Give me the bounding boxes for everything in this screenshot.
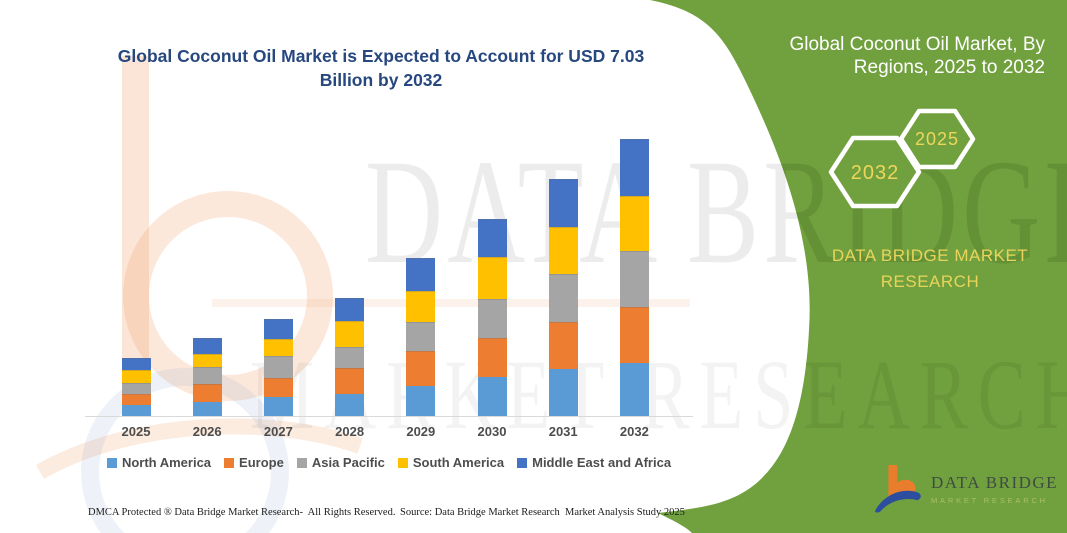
bar-segment <box>477 338 507 378</box>
bar-segment <box>335 298 365 321</box>
bar-segment <box>335 394 365 416</box>
x-axis-label: 2029 <box>406 424 436 439</box>
logo-tagline: MARKET RESEARCH <box>931 496 1048 505</box>
legend-swatch <box>517 457 528 468</box>
data-bridge-logo: DATA BRIDGE MARKET RESEARCH <box>874 460 1058 518</box>
bar-segment <box>619 250 649 307</box>
bar-segment <box>548 369 578 416</box>
bar-segment <box>121 370 151 383</box>
hexagon-2025 <box>898 108 976 170</box>
brand-text-line1: DATA BRIDGE MARKET <box>831 246 1029 265</box>
bar-segment <box>477 299 507 339</box>
bar-segment <box>406 321 436 352</box>
hexagon-2032-label: 2032 <box>851 162 900 184</box>
bar-segment <box>121 393 151 405</box>
logo-text: DATA BRIDGE MARKET RESEARCH <box>931 473 1058 505</box>
hexagon-2025-label: 2025 <box>915 129 959 149</box>
bar-2025 <box>121 357 151 416</box>
bar-segment <box>548 179 578 227</box>
brand-text-line2: RESEARCH <box>880 272 980 291</box>
chart-title-line1: Global Coconut Oil Market is Expected to… <box>117 46 645 66</box>
year-hexagons: 2032 2025 <box>828 108 976 209</box>
bar-segment <box>548 322 578 370</box>
bar-segment <box>335 346 365 368</box>
legend-label: South America <box>412 455 505 470</box>
source-note: Source: Data Bridge Market Research Mark… <box>400 507 685 518</box>
bar-2031 <box>548 179 578 416</box>
x-axis-label: 2028 <box>335 424 365 439</box>
bar-segment <box>121 357 151 371</box>
bar-segment <box>263 318 293 340</box>
legend-item: South America <box>397 455 505 470</box>
hexagon-2032 <box>828 135 922 209</box>
legend-label: Middle East and Africa <box>532 455 672 470</box>
bar-segment <box>548 274 578 323</box>
brand-text: DATA BRIDGE MARKET RESEARCH <box>818 243 1042 295</box>
dmca-notice: DMCA Protected ® Data Bridge Market Rese… <box>88 507 396 518</box>
bar-segment <box>263 339 293 357</box>
bar-segment <box>406 351 436 387</box>
bar-segment <box>619 195 649 251</box>
bar-2028 <box>335 298 365 416</box>
legend-item: Middle East and Africa <box>517 455 671 470</box>
chart-title-line2: Billion by 2032 <box>319 70 443 90</box>
side-panel-title-line2: Regions, 2025 to 2032 <box>853 57 1045 78</box>
bar-segment <box>192 401 222 416</box>
legend-item: Europe <box>224 455 284 470</box>
x-axis-label: 2032 <box>619 424 649 439</box>
bar-segment <box>263 377 293 398</box>
x-axis-label: 2027 <box>263 424 293 439</box>
bar-segment <box>477 377 507 416</box>
bar-segment <box>263 397 293 416</box>
chart-title: Global Coconut Oil Market is Expected to… <box>98 44 664 92</box>
legend-item: North America <box>106 455 212 470</box>
legend-swatch <box>296 457 307 468</box>
bar-segment <box>121 405 151 416</box>
bar-segment <box>192 384 222 402</box>
legend-swatch <box>397 457 408 468</box>
bar-segment <box>406 258 436 292</box>
bar-segment <box>619 362 649 416</box>
legend-item: Asia Pacific <box>296 455 385 470</box>
legend-label: North America <box>121 455 212 470</box>
bar-2032 <box>619 139 649 416</box>
bar-2030 <box>477 219 507 416</box>
bar-2026 <box>192 337 222 416</box>
bar-segment <box>121 382 151 394</box>
logo-name: DATA BRIDGE <box>931 473 1059 492</box>
bar-segment <box>263 356 293 378</box>
legend-label: Europe <box>239 455 284 470</box>
bar-segment <box>619 306 649 363</box>
x-axis-label: 2031 <box>548 424 578 439</box>
bar-segment <box>619 139 649 196</box>
watermark-logo-b <box>36 56 690 533</box>
data-bridge-logo-icon <box>875 465 921 513</box>
bar-segment <box>335 367 365 395</box>
x-axis-label: 2025 <box>121 424 151 439</box>
legend-label: Asia Pacific <box>311 455 385 470</box>
side-panel-title-line1: Global Coconut Oil Market, By <box>789 34 1045 55</box>
bar-segment <box>548 226 578 275</box>
stacked-bar-chart <box>85 129 693 417</box>
bar-segment <box>335 320 365 347</box>
bar-segment <box>406 386 436 416</box>
bar-segment <box>406 291 436 322</box>
bar-segment <box>192 337 222 354</box>
legend-swatch <box>224 457 235 468</box>
bar-segment <box>192 367 222 385</box>
bar-segment <box>477 219 507 257</box>
legend-swatch <box>106 457 117 468</box>
x-axis-label: 2030 <box>477 424 507 439</box>
x-axis-label: 2026 <box>192 424 222 439</box>
bar-segment <box>192 353 222 368</box>
x-axis-labels: 2025 2026 2027 2028 2029 2030 2031 2032 <box>85 424 693 442</box>
chart-legend: North America Europe Asia Pacific South Ame… <box>85 455 693 470</box>
bar-2029 <box>406 258 436 416</box>
bar-segment <box>477 256 507 300</box>
bar-2027 <box>263 318 293 416</box>
side-panel-title: Global Coconut Oil Market, By Regions, 2… <box>755 33 1045 79</box>
